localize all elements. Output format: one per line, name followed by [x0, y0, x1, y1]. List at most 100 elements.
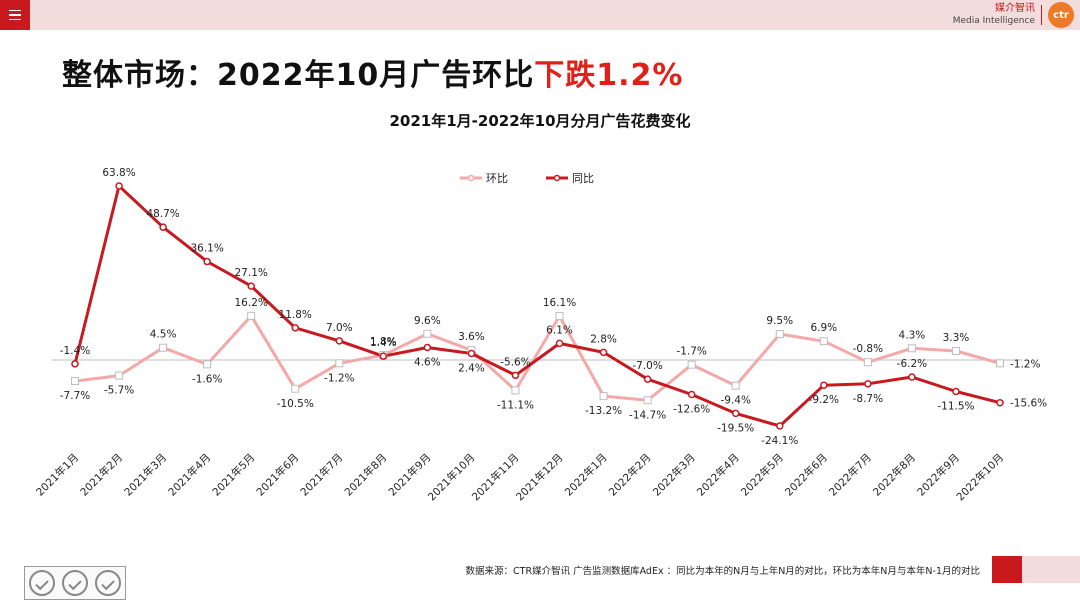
data-label-mom-12: 16.1% — [543, 297, 576, 309]
data-label-mom-9: 9.6% — [414, 315, 441, 327]
point-yoy-19 — [864, 380, 872, 388]
data-label-mom-22: -1.2% — [1010, 358, 1040, 370]
x-tick-label-6: 2021年6月 — [254, 451, 302, 499]
point-yoy-15 — [687, 390, 696, 399]
certification-seal-icon — [61, 570, 88, 596]
data-label-mom-20: 4.3% — [899, 329, 926, 341]
point-mom-15 — [687, 360, 696, 369]
point-yoy-7 — [335, 337, 344, 345]
point-mom-6 — [291, 384, 300, 393]
data-label-mom-14: -14.7% — [629, 409, 666, 421]
point-mom-19 — [863, 358, 872, 367]
data-label-mom-11: -11.1% — [497, 399, 534, 411]
point-mom-7 — [335, 359, 344, 368]
data-label-mom-4: -1.6% — [192, 373, 222, 385]
point-mom-1 — [71, 377, 79, 386]
point-mom-13 — [599, 392, 608, 401]
series-line-yoy — [73, 184, 1002, 428]
certification-marks — [24, 566, 126, 600]
point-yoy-20 — [908, 373, 916, 381]
data-label-yoy-6: 11.8% — [279, 309, 312, 321]
point-yoy-22 — [996, 398, 1004, 407]
data-label-mom-3: 4.5% — [150, 329, 177, 341]
company-logo: 媒介智讯 Media Intelligence ctr — [953, 2, 1074, 28]
data-label-mom-13: -13.2% — [585, 405, 622, 417]
legend-marker-2 — [553, 174, 561, 182]
point-mom-11 — [511, 386, 520, 395]
point-yoy-8 — [379, 352, 388, 360]
hamburger-icon[interactable] — [0, 0, 30, 30]
point-yoy-4 — [203, 257, 211, 266]
page-title: 整体市场：2022年10月广告环比下跌1.2% — [62, 50, 683, 94]
point-mom-9 — [423, 329, 432, 338]
point-yoy-13 — [599, 348, 608, 357]
x-tick-label-16: 2022年4月 — [694, 451, 742, 499]
point-yoy-18 — [820, 381, 828, 389]
point-mom-4 — [203, 360, 212, 369]
point-mom-14 — [643, 396, 652, 405]
x-tick-label-18: 2022年6月 — [782, 451, 830, 499]
data-label-yoy-4: 36.1% — [190, 243, 223, 255]
data-label-mom-21: 3.3% — [943, 332, 970, 344]
series-line-mom — [73, 314, 1002, 402]
data-source-note: 数据来源：CTR媒介智讯 广告监测数据库AdEx ：同比为本年的N月与上年N月的… — [465, 566, 980, 577]
x-tick-label-22: 2022年10月 — [954, 451, 1006, 503]
logo-divider — [1041, 5, 1042, 25]
point-yoy-11 — [511, 371, 520, 380]
x-tick-label-8: 2021年8月 — [342, 451, 390, 499]
data-label-yoy-15: -12.6% — [673, 404, 710, 416]
data-label-yoy-9: 4.6% — [414, 356, 441, 368]
point-mom-2 — [115, 371, 124, 380]
x-tick-label-15: 2022年3月 — [650, 451, 698, 499]
data-label-yoy-22: -15.6% — [1010, 398, 1047, 410]
data-label-yoy-10: 2.4% — [458, 362, 485, 374]
point-mom-22 — [996, 359, 1004, 368]
logo-cn-text: 媒介智讯 — [995, 3, 1035, 14]
certification-seal-icon — [95, 570, 122, 596]
x-tick-label-4: 2021年4月 — [166, 451, 214, 499]
data-label-yoy-3: 48.7% — [146, 208, 179, 220]
data-label-yoy-16: -19.5% — [717, 422, 754, 434]
footer-accent-block — [992, 556, 1022, 583]
data-label-mom-2: -5.7% — [104, 385, 134, 397]
legend-label-2: 同比 — [572, 172, 594, 185]
top-bar: 媒介智讯 Media Intelligence ctr — [0, 0, 1080, 30]
point-mom-20 — [907, 344, 916, 353]
legend-label-1: 环比 — [486, 172, 508, 185]
chart-title: 2021年1月-2022年10月分月广告花费变化 — [389, 112, 691, 130]
data-label-mom-17: 9.5% — [766, 315, 793, 327]
x-tick-label-1: 2021年1月 — [33, 451, 81, 499]
point-mom-16 — [731, 381, 740, 390]
data-label-mom-19: -0.8% — [853, 343, 883, 355]
data-label-yoy-7: 7.0% — [326, 322, 353, 334]
x-tick-label-5: 2021年5月 — [210, 451, 258, 499]
x-tick-label-12: 2021年12月 — [513, 451, 565, 503]
data-label-yoy-2: 63.8% — [102, 167, 135, 179]
data-label-yoy-12: 6.1% — [546, 324, 573, 336]
data-label-yoy-19: -8.7% — [853, 393, 883, 405]
data-label-yoy-20: -6.2% — [897, 358, 927, 370]
x-tick-label-13: 2022年1月 — [562, 451, 610, 499]
x-tick-label-14: 2022年2月 — [606, 451, 654, 499]
x-tick-label-20: 2022年8月 — [870, 451, 918, 499]
point-yoy-17 — [776, 422, 784, 430]
point-yoy-16 — [731, 409, 740, 418]
point-yoy-14 — [643, 375, 652, 383]
data-label-yoy-18: -9.2% — [809, 394, 839, 406]
data-label-yoy-17: -24.1% — [761, 435, 798, 447]
data-label-yoy-1: -1.4% — [60, 345, 90, 357]
x-tick-label-19: 2022年7月 — [826, 451, 874, 499]
point-mom-5 — [247, 311, 256, 320]
point-yoy-6 — [291, 324, 299, 332]
certification-seal-icon — [28, 570, 55, 596]
data-label-mom-10: 3.6% — [458, 331, 485, 343]
data-label-mom-5: 16.2% — [235, 297, 268, 309]
page-title-highlight: 下跌1.2% — [534, 58, 684, 93]
data-label-yoy-11: -5.6% — [500, 356, 530, 368]
data-label-mom-15: -1.7% — [676, 346, 706, 358]
x-tick-label-7: 2021年7月 — [298, 451, 346, 499]
x-tick-label-17: 2022年5月 — [738, 451, 786, 499]
point-yoy-1 — [71, 360, 79, 368]
data-label-mom-18: 6.9% — [810, 322, 837, 334]
point-yoy-10 — [467, 349, 476, 358]
